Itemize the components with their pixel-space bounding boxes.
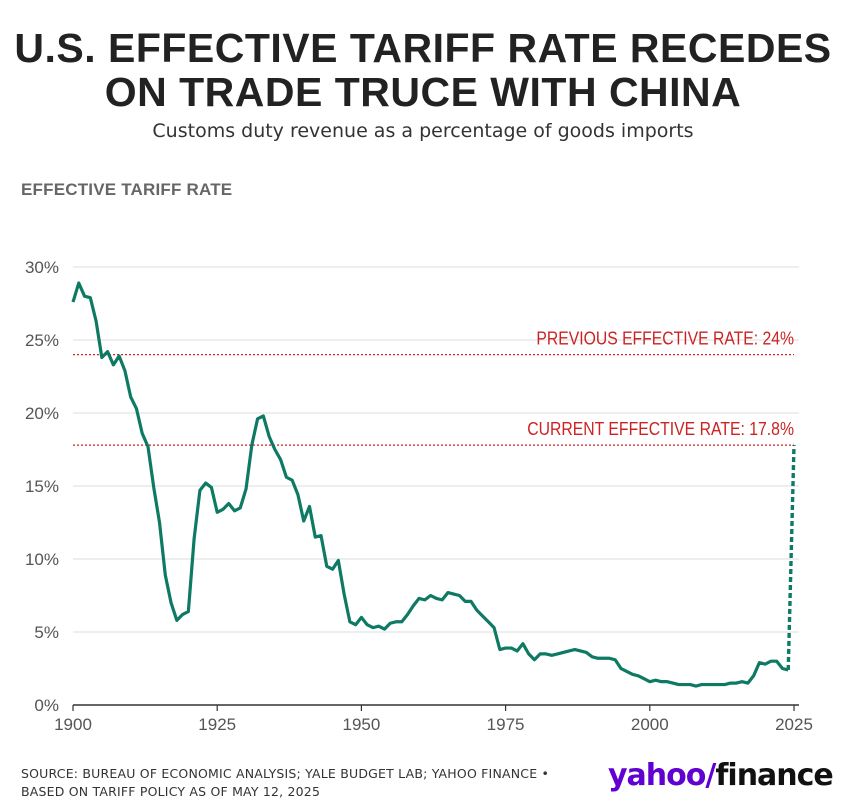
- y-tick-label: 10%: [25, 550, 59, 569]
- title-line-1: U.S. EFFECTIVE TARIFF RATE RECEDES: [14, 25, 832, 71]
- yahoo-finance-logo: yahoo/finance: [608, 758, 834, 793]
- chart-subtitle: Customs duty revenue as a percentage of …: [152, 120, 694, 142]
- y-tick-label: 5%: [34, 623, 59, 642]
- effective-rate-line: [71, 281, 789, 688]
- y-axis-title: EFFECTIVE TARIFF RATE: [21, 180, 233, 199]
- y-tick-label: 20%: [25, 404, 59, 423]
- x-tick-label: 1975: [487, 715, 525, 734]
- reference-label: PREVIOUS EFFECTIVE RATE: 24%: [536, 329, 794, 349]
- title-line-2: ON TRADE TRUCE WITH CHINA: [104, 69, 742, 115]
- reference-label: CURRENT EFFECTIVE RATE: 17.8%: [527, 419, 794, 439]
- y-tick-label: 15%: [25, 477, 59, 496]
- source-note: SOURCE: BUREAU OF ECONOMIC ANALYSIS; YAL…: [21, 765, 549, 801]
- projected-rate-dashed-line: [786, 445, 796, 671]
- y-tick-label: 30%: [25, 258, 59, 277]
- source-line-2: BASED ON TARIFF POLICY AS OF MAY 12, 202…: [21, 784, 321, 799]
- logo-finance-text: finance: [715, 758, 833, 793]
- x-tick-label: 1950: [342, 715, 380, 734]
- source-line-1: SOURCE: BUREAU OF ECONOMIC ANALYSIS; YAL…: [21, 766, 550, 781]
- y-tick-label: 25%: [25, 331, 59, 350]
- x-tick-label: 1900: [54, 715, 92, 734]
- logo-slash: /: [705, 758, 716, 793]
- chart-title: U.S. EFFECTIVE TARIFF RATE RECEDES ON TR…: [0, 26, 846, 114]
- x-tick-label: 2000: [631, 715, 669, 734]
- x-tick-label: 1925: [198, 715, 236, 734]
- y-tick-label: 0%: [34, 696, 59, 715]
- tariff-line-chart: 0% 5% 10% 15% 20% 25% 30% 1900 1925 1950 1975 2000 2…: [25, 258, 813, 734]
- x-tick-label: 2025: [775, 715, 813, 734]
- logo-yahoo-text: yahoo: [608, 758, 706, 793]
